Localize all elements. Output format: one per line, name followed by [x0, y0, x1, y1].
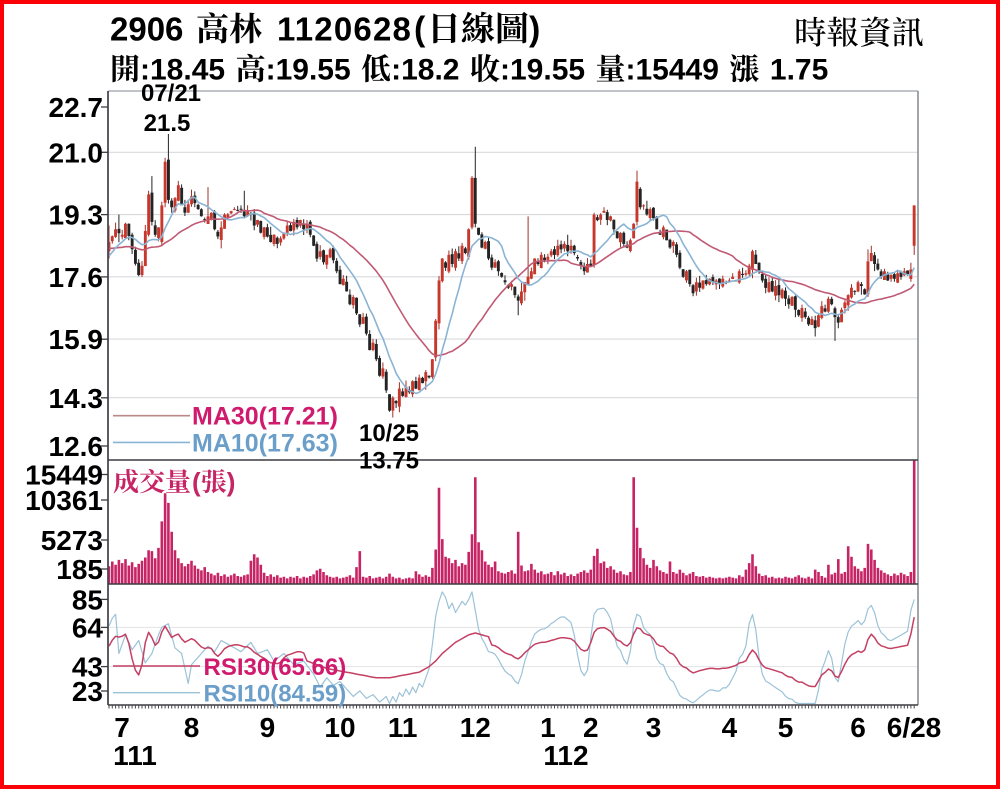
svg-text:(: (: [414, 11, 426, 49]
svg-text:9: 9: [260, 712, 276, 743]
svg-text:8: 8: [184, 712, 200, 743]
svg-text:17.6: 17.6: [49, 262, 104, 293]
svg-text:RSI30(65.66): RSI30(65.66): [204, 654, 347, 681]
svg-text:): ): [227, 467, 236, 497]
svg-text:21.5: 21.5: [144, 110, 191, 137]
svg-text:6: 6: [850, 712, 866, 743]
svg-text::18.2: :18.2: [391, 54, 459, 87]
svg-text:): ): [529, 11, 540, 49]
svg-text:1: 1: [540, 712, 556, 743]
svg-text:11: 11: [388, 712, 418, 743]
svg-text:12.6: 12.6: [49, 431, 104, 462]
svg-text:111: 111: [113, 740, 157, 771]
svg-text::15449: :15449: [626, 54, 719, 87]
svg-text:21.0: 21.0: [49, 137, 104, 168]
svg-text:1120628: 1120628: [277, 11, 412, 48]
svg-text:2: 2: [583, 712, 599, 743]
svg-text:07/21: 07/21: [141, 80, 201, 107]
svg-text:12: 12: [460, 712, 491, 743]
svg-text:7: 7: [114, 712, 130, 743]
svg-text:RSI10(84.59): RSI10(84.59): [204, 681, 347, 708]
svg-text:112: 112: [543, 740, 588, 771]
svg-text:85: 85: [72, 584, 103, 615]
svg-text:10361: 10361: [25, 485, 103, 516]
svg-text:1.75: 1.75: [770, 54, 828, 87]
svg-text:14.3: 14.3: [49, 383, 104, 414]
svg-text::19.55: :19.55: [500, 54, 585, 87]
svg-text:10: 10: [324, 712, 355, 743]
svg-text::19.55: :19.55: [266, 54, 351, 87]
svg-text:MA10(17.63): MA10(17.63): [192, 429, 338, 457]
svg-text:(: (: [192, 467, 201, 497]
svg-text:MA30(17.21): MA30(17.21): [192, 403, 338, 431]
svg-text::18.45: :18.45: [140, 54, 225, 87]
svg-text:4: 4: [722, 712, 738, 743]
svg-text:10/25: 10/25: [359, 420, 419, 447]
svg-text:5: 5: [778, 712, 794, 743]
svg-text:3: 3: [646, 712, 662, 743]
svg-text:22.7: 22.7: [49, 92, 104, 123]
svg-text:43: 43: [72, 652, 103, 683]
svg-text:23: 23: [72, 676, 103, 707]
svg-text:15449: 15449: [25, 460, 103, 491]
svg-text:5273: 5273: [41, 525, 103, 556]
svg-text:15.9: 15.9: [49, 324, 104, 355]
svg-text:13.75: 13.75: [359, 448, 419, 475]
svg-text:19.3: 19.3: [49, 200, 104, 231]
svg-text:6/28: 6/28: [887, 712, 942, 743]
svg-text:2906: 2906: [110, 11, 183, 48]
svg-text:64: 64: [72, 612, 104, 643]
svg-text:185: 185: [56, 554, 103, 585]
